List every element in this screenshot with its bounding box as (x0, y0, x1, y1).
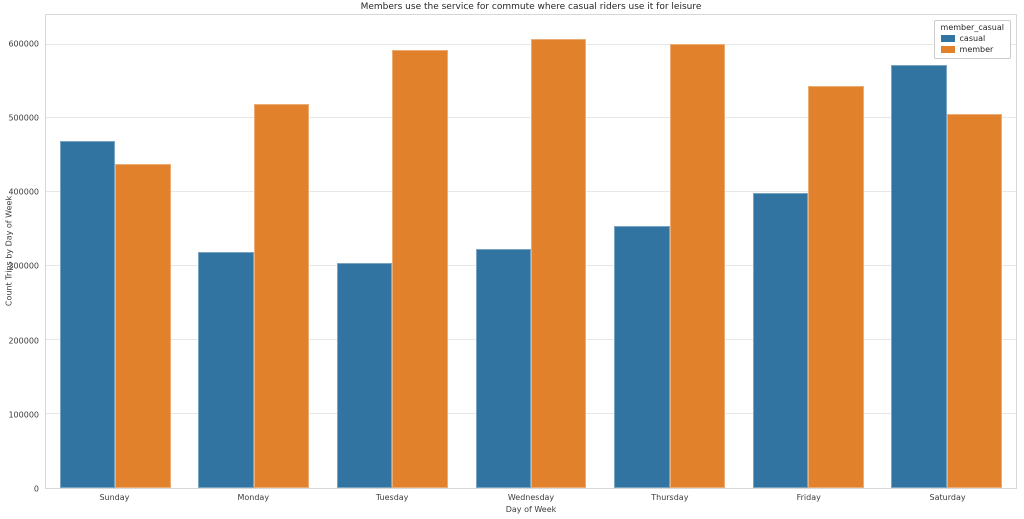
x-tick-label-wednesday: Wednesday (507, 493, 555, 502)
y-tick-label-100000: 100000 (8, 410, 39, 420)
bar-member-thursday (669, 43, 725, 488)
bar-member-sunday (115, 164, 171, 488)
legend-item-member: member (940, 44, 1004, 55)
bar-casual-wednesday (475, 249, 531, 488)
legend-swatch-member-icon (940, 46, 955, 53)
x-tick-label-monday: Monday (237, 493, 270, 502)
bar-member-tuesday (392, 50, 448, 488)
x-tick-label-saturday: Saturday (929, 493, 966, 502)
bar-member-monday (253, 103, 310, 488)
chart-title: Members use the service for commute wher… (360, 2, 702, 12)
x-tick-label-thursday: Thursday (651, 493, 689, 502)
legend-item-casual: casual (940, 33, 1004, 44)
legend-items: casual member (940, 33, 1004, 55)
bar-casual-tuesday (337, 262, 393, 488)
x-axis-ticks: Sunday Monday Tuesday Wednesday Thursday Frid… (45, 493, 1017, 504)
legend-swatch-casual-icon (940, 35, 955, 42)
y-tick-label-500000: 500000 (8, 113, 39, 123)
y-tick-label-0: 0 (33, 484, 39, 494)
bar-casual-saturday (891, 65, 947, 488)
bar-member-saturday (946, 114, 1003, 488)
legend-label-casual: casual (959, 34, 986, 43)
x-axis-label: Day of Week (505, 505, 557, 514)
bar-casual-monday (198, 252, 254, 488)
bar-member-friday (808, 85, 864, 488)
bar-casual-sunday (59, 140, 116, 488)
y-tick-label-300000: 300000 (8, 261, 39, 271)
plot-area: member_casual casual member (45, 14, 1017, 489)
legend: member_casual casual member (933, 20, 1011, 59)
bar-member-wednesday (531, 39, 587, 488)
y-tick-label-200000: 200000 (8, 336, 39, 346)
y-axis-ticks: 0 100000 200000 300000 400000 500000 600000 (0, 14, 39, 493)
legend-title: member_casual (940, 23, 1004, 32)
x-tick-label-tuesday: Tuesday (375, 493, 409, 502)
y-tick-label-400000: 400000 (8, 187, 39, 197)
x-tick-label-sunday: Sunday (99, 493, 130, 502)
y-tick-label-600000: 600000 (8, 39, 39, 49)
bar-casual-friday (752, 193, 809, 488)
x-tick-label-friday: Friday (796, 493, 821, 502)
legend-label-member: member (959, 45, 994, 54)
bar-casual-thursday (614, 226, 670, 488)
